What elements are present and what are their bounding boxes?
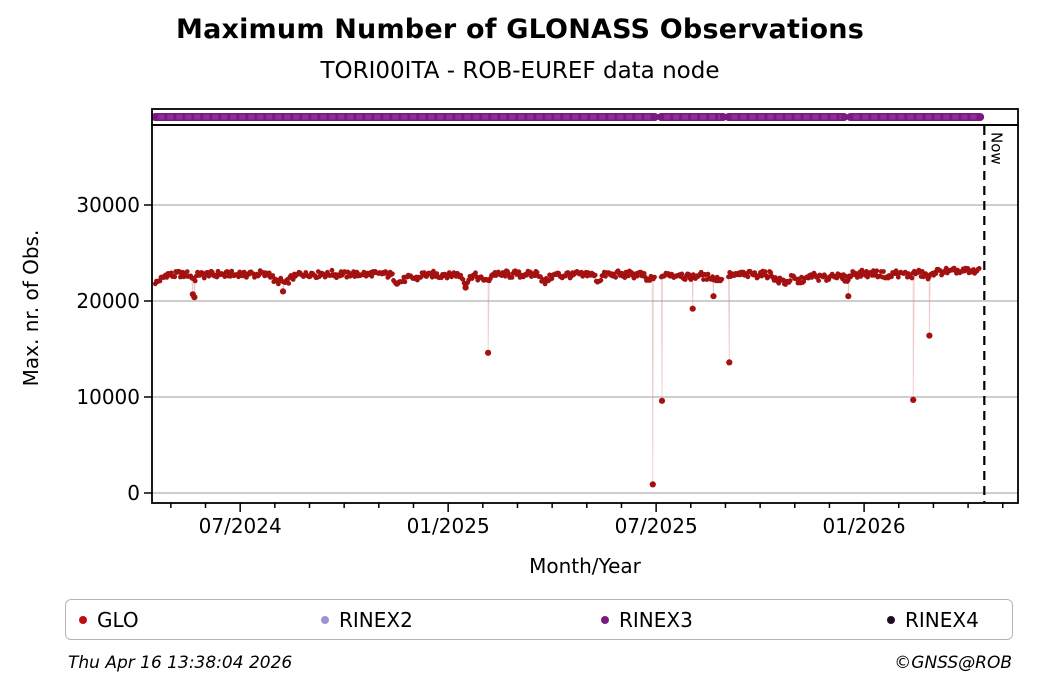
svg-text:0: 0 xyxy=(127,481,140,505)
legend-label: RINEX2 xyxy=(339,607,413,632)
legend-item-glo: GLO xyxy=(79,600,139,639)
legend-item-rinex3: RINEX3 xyxy=(601,600,693,639)
legend-item-rinex2: RINEX2 xyxy=(321,600,413,639)
legend-box: GLO RINEX2 RINEX3 RINEX4 xyxy=(65,599,1013,640)
legend-label: GLO xyxy=(97,607,139,632)
y-axis-label: Max. nr. of Obs. xyxy=(19,229,43,387)
svg-text:30000: 30000 xyxy=(76,193,140,217)
svg-text:01/2025: 01/2025 xyxy=(407,514,490,538)
svg-text:01/2026: 01/2026 xyxy=(823,514,906,538)
legend-marker-rinex2 xyxy=(321,615,329,624)
svg-text:07/2024: 07/2024 xyxy=(199,514,282,538)
plot-timestamp: Thu Apr 16 13:38:04 2026 xyxy=(68,653,293,673)
legend-label: RINEX3 xyxy=(619,607,693,632)
now-line: Now xyxy=(983,126,1005,502)
svg-text:20000: 20000 xyxy=(76,289,140,313)
x-axis-label: Month/Year xyxy=(529,554,641,578)
credit-text: ©GNSS@ROB xyxy=(894,653,1012,673)
legend-item-rinex4: RINEX4 xyxy=(887,600,979,639)
legend-marker-glo xyxy=(79,615,87,624)
y-axis-ticks: 0 10000 20000 30000 xyxy=(76,193,152,505)
plot-borders xyxy=(151,108,1019,504)
legend-label: RINEX4 xyxy=(905,607,979,632)
plot-area: Now 0 10000 20000 30000 07/2024 01/2025 07/2025… xyxy=(76,108,1019,538)
svg-text:07/2025: 07/2025 xyxy=(615,514,698,538)
glo-anomaly-points xyxy=(189,284,933,488)
gridlines xyxy=(152,204,1018,494)
chart-title: Maximum Number of GLONASS Observations xyxy=(176,14,864,45)
legend-marker-rinex3 xyxy=(601,615,609,624)
glo-points xyxy=(152,265,982,289)
now-label: Now xyxy=(987,132,1005,165)
svg-text:10000: 10000 xyxy=(76,385,140,409)
legend-marker-rinex4 xyxy=(887,615,895,624)
chart-subtitle: TORI00ITA - ROB-EUREF data node xyxy=(320,58,720,84)
x-axis-ticks: 07/2024 01/2025 07/2025 01/2026 xyxy=(170,503,1004,538)
